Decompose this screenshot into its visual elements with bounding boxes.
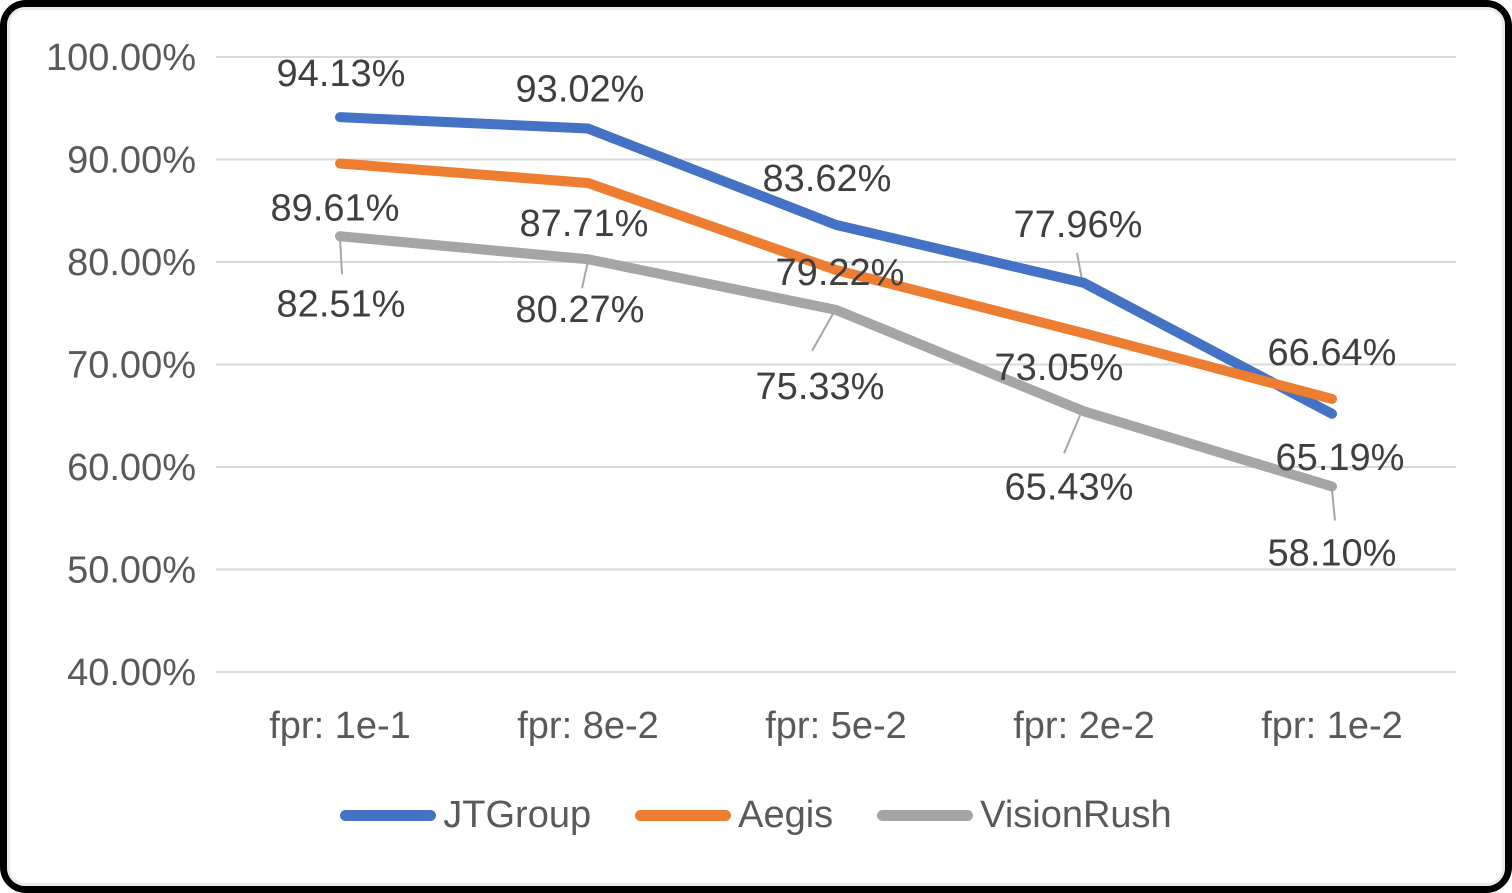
data-label-visionrush: 75.33% xyxy=(756,366,885,408)
y-axis-tick-label: 50.00% xyxy=(67,550,196,592)
x-axis-category-label: fpr: 1e-2 xyxy=(1261,705,1403,747)
y-axis-tick-label: 90.00% xyxy=(67,140,196,182)
data-label-visionrush: 58.10% xyxy=(1268,532,1397,574)
data-label-jtgroup: 83.62% xyxy=(763,158,892,200)
data-label-aegis: 79.22% xyxy=(776,252,905,294)
y-axis-tick-label: 100.00% xyxy=(46,37,196,79)
y-axis-tick-label: 40.00% xyxy=(67,652,196,694)
data-label-jtgroup: 65.19% xyxy=(1276,437,1405,479)
y-axis-tick-label: 60.00% xyxy=(67,447,196,489)
x-axis-category-label: fpr: 5e-2 xyxy=(765,705,907,747)
leader-line xyxy=(339,238,343,275)
y-axis-tick-label: 70.00% xyxy=(67,345,196,387)
x-axis-category-label: fpr: 8e-2 xyxy=(517,705,659,747)
series-line-jtgroup xyxy=(335,112,1337,419)
series-line-aegis xyxy=(335,158,1337,404)
series-line-visionrush xyxy=(335,231,1337,492)
leader-line xyxy=(581,261,589,289)
leader-line xyxy=(1076,252,1083,281)
leader-line xyxy=(1063,414,1081,454)
x-axis-category-label: fpr: 1e-1 xyxy=(269,705,411,747)
x-axis-category-label: fpr: 2e-2 xyxy=(1013,705,1155,747)
data-label-visionrush: 65.43% xyxy=(1005,466,1134,508)
data-label-aegis: 66.64% xyxy=(1268,332,1397,374)
data-label-jtgroup: 93.02% xyxy=(516,69,645,111)
data-label-aegis: 73.05% xyxy=(995,347,1124,389)
leader-line xyxy=(1331,490,1336,521)
data-label-jtgroup: 94.13% xyxy=(277,53,406,95)
leader-line xyxy=(811,313,834,352)
data-label-aegis: 89.61% xyxy=(271,187,400,229)
y-axis-tick-label: 80.00% xyxy=(67,242,196,284)
data-label-visionrush: 82.51% xyxy=(277,283,406,325)
data-label-aegis: 87.71% xyxy=(520,203,649,245)
data-label-jtgroup: 77.96% xyxy=(1014,204,1143,246)
data-label-visionrush: 80.27% xyxy=(516,289,645,331)
